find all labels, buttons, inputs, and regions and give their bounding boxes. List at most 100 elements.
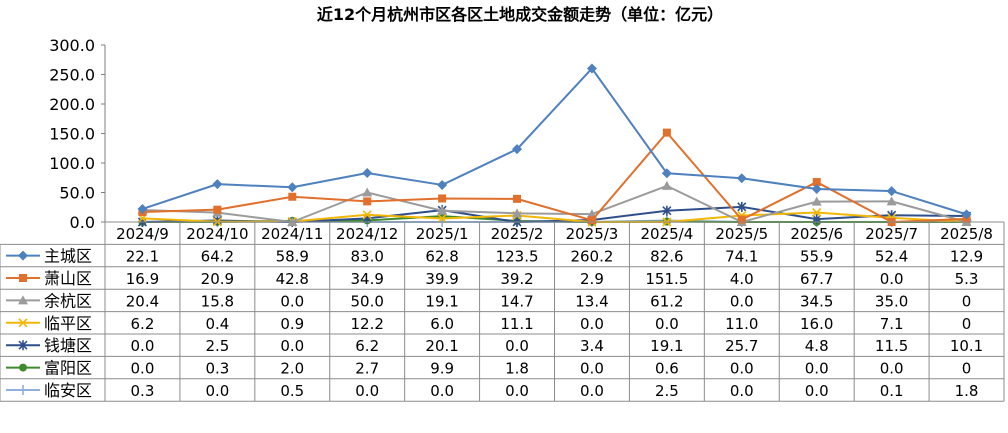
table-value: 0.0 [655, 315, 679, 333]
table-value: 82.6 [650, 248, 683, 266]
y-tick-label: 200.0 [49, 95, 95, 114]
table-value: 0.0 [280, 292, 304, 310]
y-tick-label: 100.0 [49, 154, 95, 173]
x-category-label: 2025/6 [790, 225, 843, 243]
table-value: 0.0 [580, 360, 604, 378]
table-value: 58.9 [276, 248, 309, 266]
series-point [287, 182, 298, 193]
y-tick-label: 150.0 [49, 125, 95, 144]
x-category-label: 2024/9 [116, 225, 169, 243]
table-value: 0.0 [580, 315, 604, 333]
table-value: 11.0 [725, 315, 758, 333]
series-point [886, 196, 897, 206]
table-value: 3.4 [580, 337, 604, 355]
table-value: 0.0 [205, 382, 229, 400]
series-2 [138, 128, 971, 226]
legend-key-marker [19, 274, 27, 282]
table-value: 14.7 [500, 292, 533, 310]
series-line [142, 131, 967, 223]
legend-key [6, 274, 40, 282]
table-value: 0.0 [805, 382, 829, 400]
table-value: 0.9 [280, 315, 304, 333]
table-value: 0.0 [131, 360, 155, 378]
table-value: 64.2 [201, 248, 234, 266]
table-value: 55.9 [800, 248, 833, 266]
table-value: 1.8 [955, 382, 979, 400]
x-category-label: 2025/1 [416, 225, 469, 243]
x-category-label: 2025/3 [566, 225, 619, 243]
table-value: 0.3 [205, 360, 229, 378]
series-point [362, 187, 373, 197]
legend-key-marker [18, 318, 28, 328]
table-value: 83.0 [351, 248, 384, 266]
legend-key-marker [19, 363, 27, 372]
table-value: 25.7 [725, 337, 758, 355]
table-value: 20.9 [201, 270, 234, 288]
series-point [212, 179, 223, 190]
series-1 [137, 63, 972, 220]
series-point [961, 209, 972, 220]
table-value: 2.5 [205, 337, 229, 355]
series-point [437, 213, 447, 224]
table-value: 6.2 [131, 315, 155, 333]
series-point [886, 186, 897, 197]
table-value: 67.7 [800, 270, 833, 288]
series-point [736, 173, 747, 184]
series-point [512, 208, 523, 218]
legend-series-name: 萧山区 [44, 269, 92, 288]
x-category-label: 2024/12 [336, 225, 398, 243]
legend-key [6, 250, 40, 261]
x-category-label: 2024/10 [186, 225, 248, 243]
series-point [288, 192, 297, 201]
legend-key-marker [18, 340, 28, 351]
series-point [513, 194, 522, 203]
table-value: 0.1 [880, 382, 904, 400]
table-value: 34.5 [800, 292, 833, 310]
table-value: 61.2 [650, 292, 683, 310]
y-tick-label: 300.0 [49, 36, 95, 55]
table-value: 0 [962, 315, 972, 333]
table-value: 2.5 [655, 382, 679, 400]
table-value: 13.4 [575, 292, 608, 310]
series-point [587, 216, 596, 225]
table-value: 10.1 [950, 337, 983, 355]
table-value: 62.8 [425, 248, 458, 266]
table-value: 260.2 [570, 248, 613, 266]
series-layer [137, 63, 972, 227]
table-value: 4.0 [730, 270, 754, 288]
legend-series-name: 余杭区 [44, 291, 92, 310]
series-point [811, 184, 822, 195]
x-category-label: 2025/8 [940, 225, 993, 243]
legend-series-name: 钱塘区 [44, 336, 92, 355]
table-value: 7.1 [880, 315, 904, 333]
series-point [213, 205, 222, 214]
series-point [137, 203, 148, 214]
table-value: 11.1 [500, 315, 533, 333]
series-point [437, 179, 448, 190]
table-value: 0.5 [280, 382, 304, 400]
series-point [362, 210, 372, 220]
table-value: 52.4 [875, 248, 908, 266]
table-value: 9.9 [430, 360, 454, 378]
x-category-label: 2024/11 [261, 225, 323, 243]
series-point [812, 207, 822, 218]
table-value: 0.0 [131, 337, 155, 355]
series-point [661, 168, 672, 179]
legend-series-name: 富阳区 [44, 359, 92, 378]
series-point [661, 180, 672, 190]
table-value: 0.0 [280, 337, 304, 355]
table-value: 0.3 [131, 382, 155, 400]
table-value: 39.2 [500, 270, 533, 288]
table-value: 0.6 [655, 360, 679, 378]
table-value: 50.0 [351, 292, 384, 310]
x-category-label: 2025/7 [865, 225, 918, 243]
legend-series-name: 主城区 [44, 247, 92, 266]
series-point [362, 168, 373, 179]
y-tick-label: 250.0 [49, 66, 95, 85]
table-value: 2.7 [355, 360, 379, 378]
table-value: 0.0 [430, 382, 454, 400]
series-point [212, 215, 222, 226]
legend-series-name: 临平区 [44, 314, 92, 333]
series-point [662, 128, 671, 137]
y-tick-label: 0.0 [70, 213, 95, 232]
